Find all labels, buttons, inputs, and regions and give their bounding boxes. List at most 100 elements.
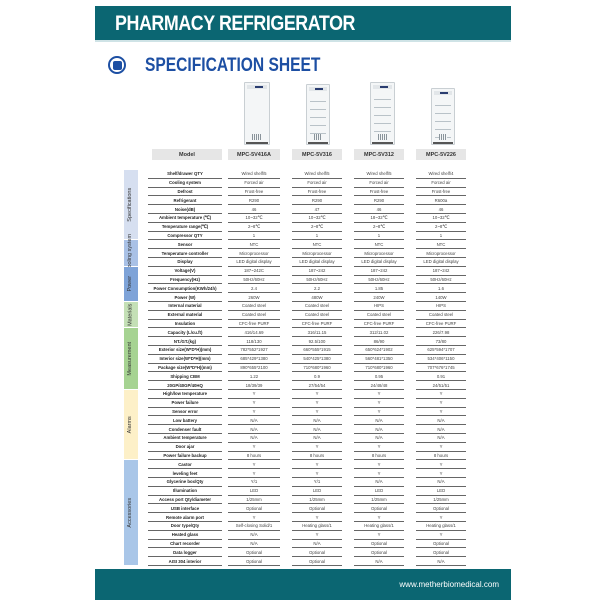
row-value: Optional [292,557,342,566]
row-label: Low battery [148,416,222,426]
row-value: Forced air [354,179,404,188]
row-value: LED digital display [416,258,466,267]
row-label: Ambient temperature [148,434,222,443]
row-value: Coated steel [354,311,404,320]
row-label: Door ajar [148,443,222,452]
row-value: CFC-free PURF [354,320,404,329]
website-link[interactable]: www.metherbiomedical.com [399,580,499,589]
row-value: LED digital display [354,258,404,267]
row-label: Ambient temperature (℃) [148,214,222,223]
row-value: CFC-free PURF [416,320,466,329]
row-value: N/A [354,434,404,443]
row-label: Insulation [148,320,222,329]
row-value: 416/14.69 [228,328,280,338]
row-label: Access port Qty/diameter [148,496,222,505]
row-label: High/low temperature [148,390,222,399]
row-value: LED [292,487,342,496]
row-value: Y/1 [292,478,342,487]
row-value: Microprocessor [354,249,404,258]
row-label: Temperature range(℃) [148,223,222,232]
model-header: MPC-5V312 [354,149,404,160]
row-value: 50Hz/60Hz [354,276,404,285]
row-value: 1.6 [416,284,466,294]
row-value: 187~242 [292,267,342,276]
row-label: Capacity (L/cu.ft) [148,328,222,338]
row-value: 24/51/51 [416,381,466,390]
row-value: Y [228,390,280,399]
category-label: Accessories [127,497,134,528]
header-banner: PHARMACY REFRIGERATOR [95,6,511,42]
category-measurement: Measurement [124,328,138,389]
row-value: Optional [354,548,404,558]
category-label: Power [127,276,134,292]
row-value: R290 [292,196,342,206]
row-value: Y [228,443,280,452]
row-value: NTC [416,240,466,250]
row-value: LED [416,487,466,496]
section-title: SPECIFICATION SHEET [145,55,321,76]
row-value: 707*676*1745 [416,364,466,373]
row-value: Optional [416,540,466,549]
row-value: Y [292,460,342,470]
product-image-1 [244,82,270,145]
model-header: MPC-5V226 [416,149,466,160]
row-value: Optional [416,548,466,558]
model-header-label: Model [152,149,222,160]
row-label: Internal material [148,302,222,311]
row-value: 1.85 [354,284,404,294]
row-value: 86/90 [354,337,404,346]
model-header: MPC-5V416A [228,149,280,160]
row-value: N/A [228,416,280,426]
row-label: Shipping CBM [148,372,222,382]
row-value: 782*552*1927 [228,346,280,355]
row-value: Y [416,531,466,540]
row-value: 18~32℃ [354,214,404,223]
row-value: LED digital display [292,258,342,267]
row-value: Heating glass/1 [354,522,404,531]
row-value: Microprocessor [416,249,466,258]
row-value: 1 [354,232,404,241]
category-label: Specifications [127,187,134,222]
row-label: Defrost [148,188,222,197]
row-value: 316/11.15 [292,328,342,338]
row-value: Self-closing Solid/1 [228,522,280,531]
row-value: Y [354,531,404,540]
model-header: MPC-5V316 [292,149,342,160]
row-value: Optional [228,557,280,566]
row-value: Coated steel [416,311,466,320]
row-value: Y [292,469,342,478]
row-value: 710*680*1960 [292,364,342,373]
row-value: LED [354,487,404,496]
row-value: 187~242C [228,267,280,276]
row-value: R600a [416,196,466,206]
row-value: Y [228,399,280,408]
row-value: 625*594*1707 [416,346,466,355]
row-value: Microprocessor [292,249,342,258]
row-label: Sensor [148,240,222,250]
row-value: Y [228,513,280,522]
row-value: Y [354,513,404,522]
footer-banner: www.metherbiomedical.com [95,569,511,600]
row-label: Noise(dB) [148,205,222,214]
row-label: Sensor error [148,408,222,417]
row-label: USB interface [148,504,222,514]
row-value: N/A [228,434,280,443]
row-value: 27/54/54 [292,381,342,390]
row-value: NTC [292,240,342,250]
row-value: 1.22 [228,372,280,382]
row-value: 890*655*2100 [228,364,280,373]
row-value: 50Hz/60Hz [416,276,466,285]
row-value: Y [292,390,342,399]
row-value: Heating glass/1 [416,522,466,531]
row-value: Coated steel [228,311,280,320]
row-value: 1/25mm [354,496,404,505]
row-value: N/A [228,531,280,540]
row-value: Y [416,390,466,399]
row-value: LED [228,487,280,496]
row-value: Y [228,408,280,417]
row-value: 2~8℃ [354,223,404,232]
row-label: Interior size(W*D*H)(mm) [148,355,222,364]
row-value: NTC [354,240,404,250]
row-label: Remote alarm port [148,513,222,522]
row-label: Heated glass [148,531,222,540]
